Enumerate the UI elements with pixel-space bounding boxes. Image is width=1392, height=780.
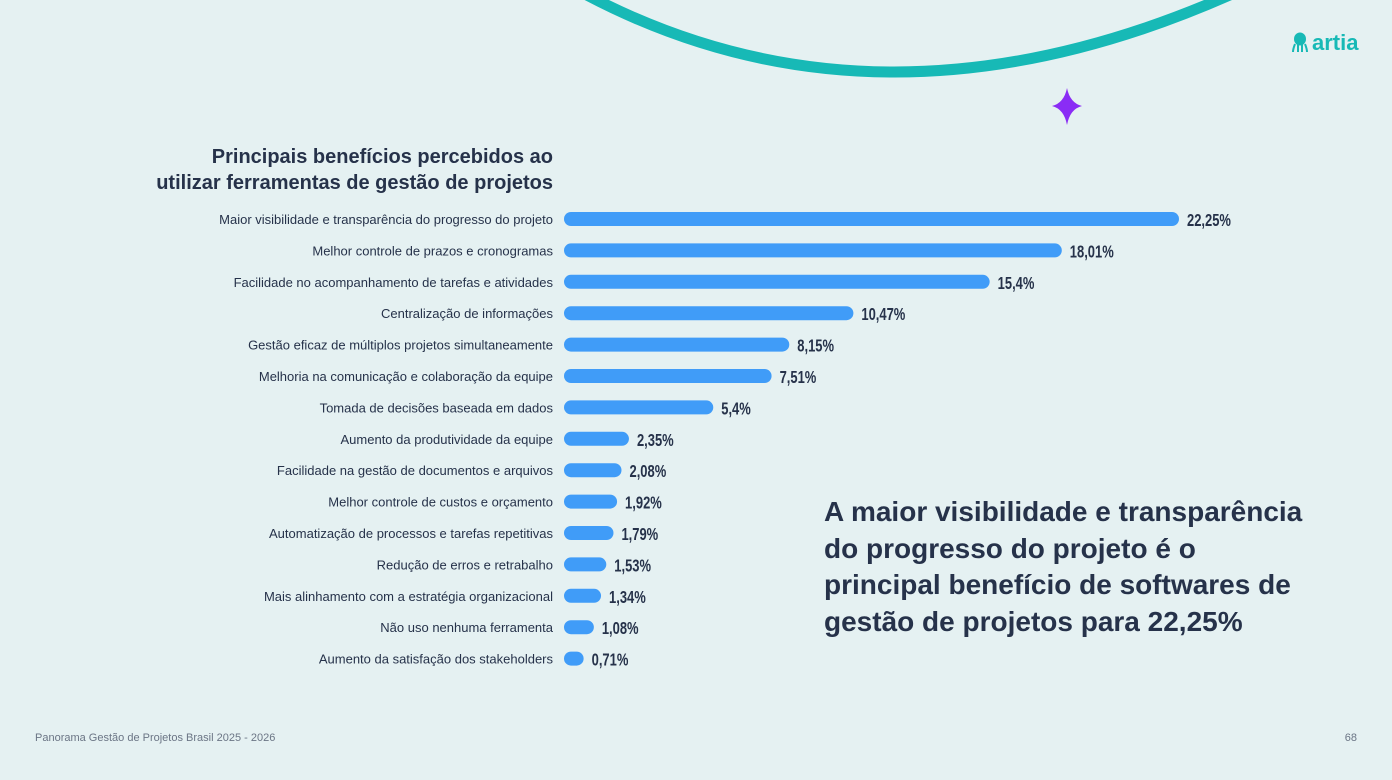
- category-label: Centralização de informações: [381, 306, 553, 321]
- category-label: Melhoria na comunicação e colaboração da…: [259, 369, 553, 384]
- category-label: Mais alinhamento com a estratégia organi…: [264, 589, 553, 604]
- category-label: Automatização de processos e tarefas rep…: [269, 526, 553, 541]
- data-label: 1,53%: [614, 556, 651, 576]
- chart-title-line-1: Principais benefícios percebidos ao: [211, 146, 553, 168]
- teal-arc: [584, 0, 1232, 78]
- chart-title-line-2: utilizar ferramentas de gestão de projet…: [156, 172, 553, 194]
- category-label: Maior visibilidade e transparência do pr…: [219, 212, 553, 227]
- category-label: Facilidade no acompanhamento de tarefas …: [234, 275, 554, 290]
- logo-text: artia: [1312, 30, 1359, 55]
- bar: [564, 620, 594, 635]
- data-label: 22,25%: [1187, 211, 1231, 231]
- data-label: 15,4%: [998, 274, 1035, 294]
- category-label: Melhor controle de prazos e cronogramas: [312, 243, 553, 258]
- bar: [564, 306, 854, 321]
- octopus-icon: [1292, 32, 1308, 53]
- category-label: Tomada de decisões baseada em dados: [320, 400, 554, 415]
- category-label: Gestão eficaz de múltiplos projetos simu…: [248, 338, 553, 353]
- sparkle-icon: [1052, 88, 1082, 125]
- category-label: Facilidade na gestão de documentos e arq…: [277, 463, 554, 478]
- category-label: Melhor controle de custos e orçamento: [328, 495, 553, 510]
- data-label: 5,4%: [721, 399, 751, 419]
- category-label: Redução de erros e retrabalho: [377, 557, 553, 572]
- data-label: 7,51%: [780, 368, 817, 388]
- bar: [564, 243, 1062, 258]
- bar: [564, 369, 772, 383]
- bar: [564, 400, 714, 415]
- bar: [564, 494, 618, 509]
- bar: [564, 431, 629, 446]
- data-label: 2,08%: [629, 462, 666, 482]
- chart-title: Principais benefícios percebidos ao util…: [73, 144, 553, 196]
- data-label: 1,08%: [602, 619, 639, 639]
- bar: [564, 651, 584, 666]
- data-label: 1,92%: [625, 494, 662, 514]
- callout-text: A maior visibilidade e transparência do …: [824, 496, 1303, 637]
- bar: [564, 337, 790, 352]
- bar: [564, 463, 622, 478]
- data-label: 18,01%: [1070, 242, 1114, 262]
- artia-logo: artia: [1292, 30, 1358, 56]
- page-number: 68: [1344, 732, 1357, 744]
- data-label: 8,15%: [797, 337, 834, 357]
- category-label: Aumento da satisfação dos stakeholders: [319, 652, 554, 667]
- data-label: 1,34%: [609, 588, 646, 608]
- data-label: 1,79%: [621, 525, 658, 545]
- bar: [564, 557, 607, 572]
- bar: [564, 274, 990, 289]
- data-label: 0,71%: [592, 651, 629, 671]
- footer-text: Panorama Gestão de Projetos Brasil 2025 …: [35, 732, 276, 744]
- data-label: 2,35%: [637, 431, 674, 451]
- bar: [564, 588, 602, 603]
- bar: [564, 526, 614, 540]
- bar: [564, 212, 1179, 226]
- data-label: 10,47%: [861, 305, 905, 325]
- category-label: Aumento da produtividade da equipe: [341, 432, 554, 447]
- category-label: Não uso nenhuma ferramenta: [380, 620, 553, 635]
